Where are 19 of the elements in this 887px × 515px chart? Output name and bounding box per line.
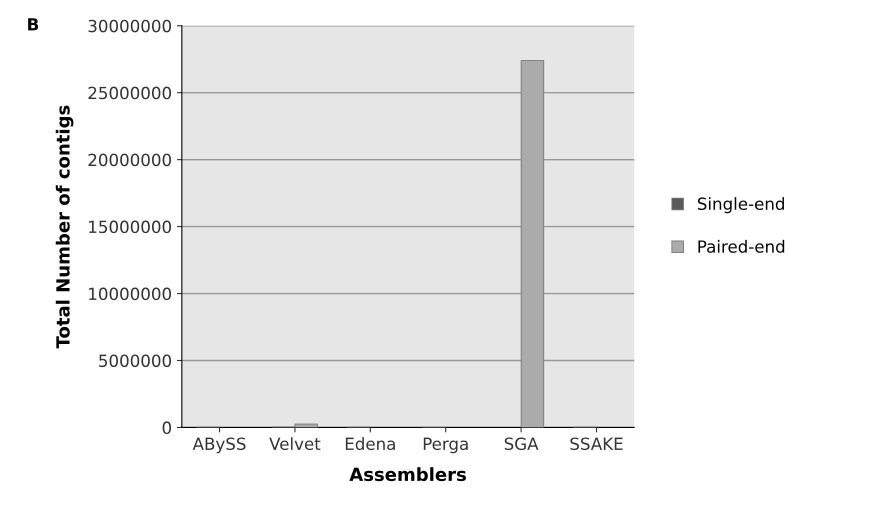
x-tick-label: SSAKE	[570, 437, 623, 450]
y-tick-label: 20000000	[88, 154, 172, 166]
x-tick-label: Velvet	[269, 437, 320, 450]
legend-label: Single-end	[698, 197, 784, 214]
y-tick-label: 5000000	[99, 354, 172, 368]
y-tick-label: 0	[162, 421, 172, 434]
x-tick-label: Perga	[424, 438, 468, 454]
x-axis-title: Assemblers	[349, 467, 466, 482]
text: B	[28, 18, 38, 30]
x-tick-label: ABySS	[192, 437, 246, 454]
y-axis-title: Total Number of contigs	[56, 106, 74, 348]
legend-label: Paired-end	[698, 240, 784, 253]
y-tick-label: 30000000	[88, 20, 172, 32]
y-tick-label: 10000000	[89, 288, 172, 300]
x-tick-label: Edena	[346, 437, 395, 450]
bar	[520, 60, 544, 428]
y-tick-label: 15000000	[89, 220, 172, 234]
x-tick-label: SGA	[504, 437, 538, 450]
y-tick-label: 25000000	[88, 86, 172, 100]
